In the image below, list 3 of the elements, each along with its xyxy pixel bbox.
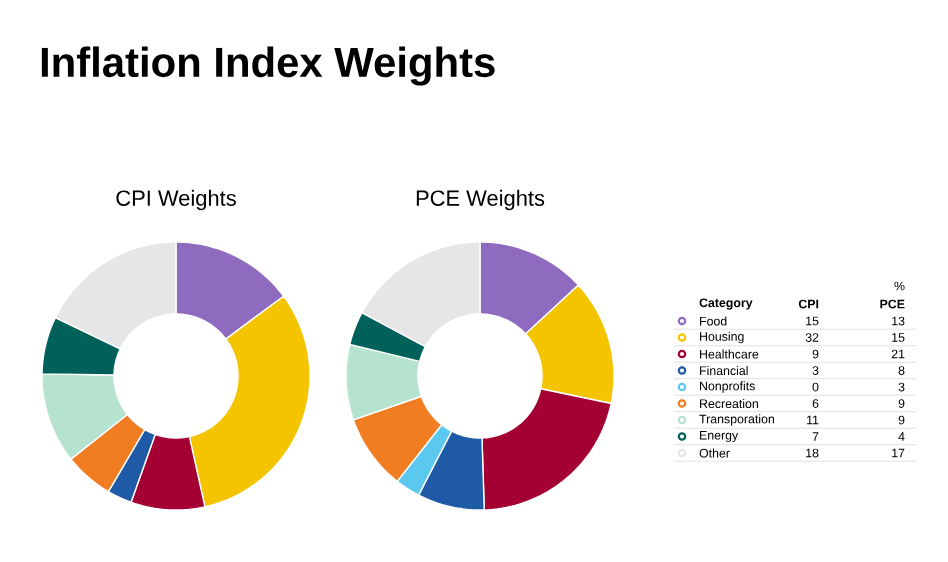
chart-title: Inflation Index Weights [41,46,495,86]
slice-label: PCE Weights [416,189,545,211]
slice-label: CPI Weights [116,189,236,211]
